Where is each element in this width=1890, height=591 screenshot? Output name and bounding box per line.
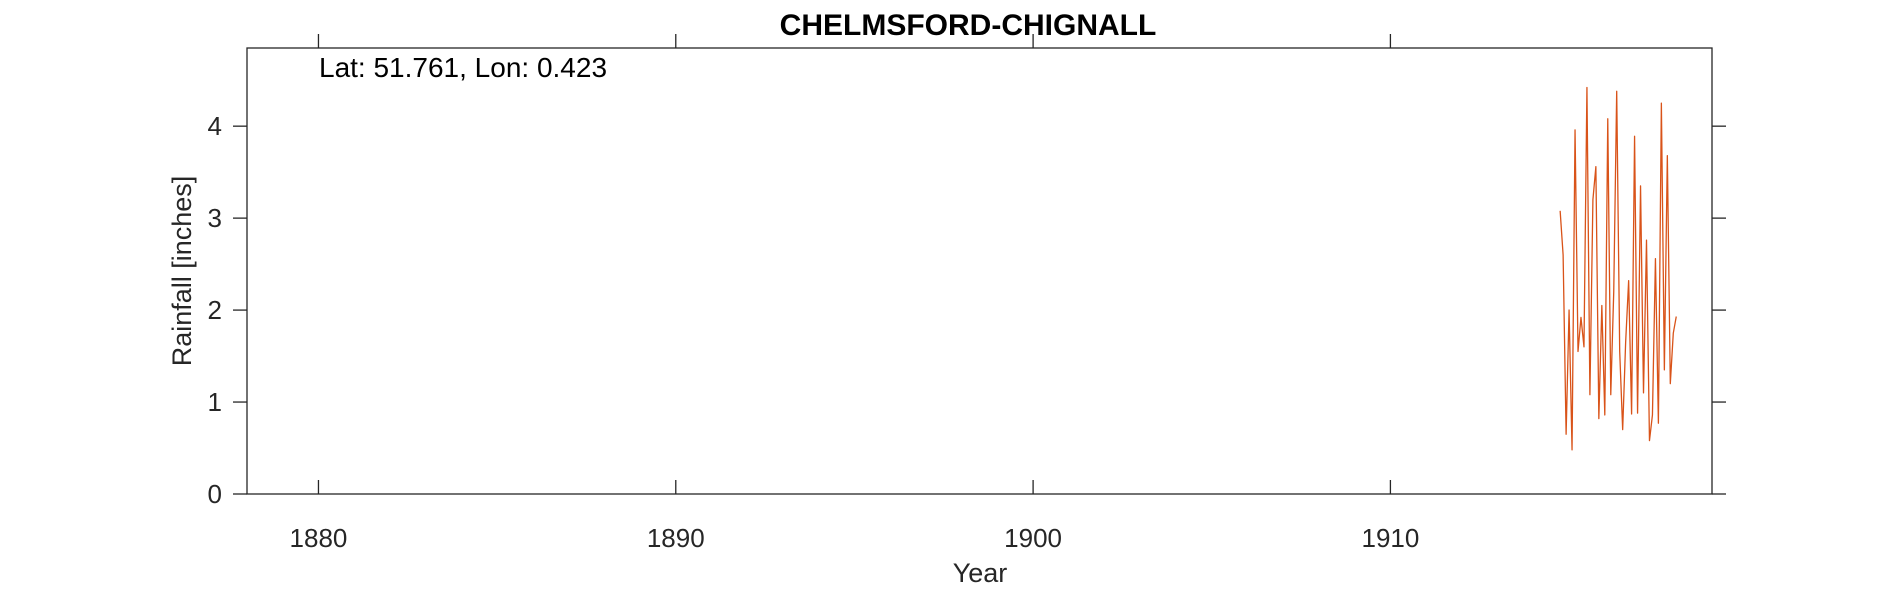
x-tick-label: 1900	[1004, 523, 1062, 553]
x-tick-label: 1910	[1361, 523, 1419, 553]
chart-title: CHELMSFORD-CHIGNALL	[780, 9, 1157, 42]
series-layer	[1559, 86, 1677, 451]
y-tick-label: 2	[208, 295, 222, 325]
x-axis-label: Year	[953, 558, 1008, 588]
location-annotation: Lat: 51.761, Lon: 0.423	[319, 52, 607, 83]
plot-area-frame	[246, 47, 1713, 495]
y-axis-label: Rainfall [inches]	[167, 176, 197, 367]
x-tick-label: 1880	[290, 523, 348, 553]
y-tick-label: 1	[208, 387, 222, 417]
x-tick-label: 1890	[647, 523, 705, 553]
y-tick-label: 4	[208, 111, 222, 141]
rainfall-series-line	[1559, 86, 1677, 451]
x-axis: 1880 1890 1900 1910	[233, 34, 1726, 553]
y-axis: 0 1 2 3 4	[208, 111, 1726, 509]
y-tick-label: 3	[208, 203, 222, 233]
y-tick-label: 0	[208, 479, 222, 509]
